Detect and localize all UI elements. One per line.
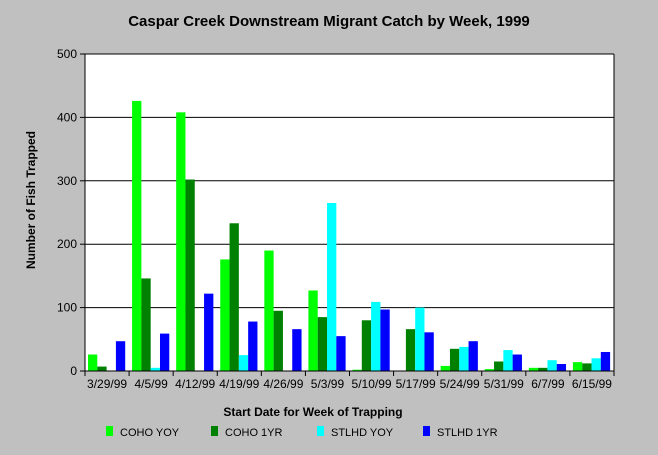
bar <box>229 223 239 371</box>
bar <box>538 367 548 371</box>
y-axis-title: Number of Fish Trapped <box>24 131 38 269</box>
legend: COHO YOY COHO 1YR STLHD YOY STLHD 1YR <box>106 426 498 439</box>
bar <box>185 179 195 371</box>
x-tick-label: 5/3/99 <box>311 377 345 391</box>
x-tick-label: 5/31/99 <box>484 377 524 391</box>
plot-area: 0 100 200 300 400 500 3/29/99 4/5/99 4/12/99 4/19… <box>57 47 615 391</box>
y-tick-label: 200 <box>57 237 77 251</box>
chart-title: Caspar Creek Downstream Migrant Catch by… <box>128 13 530 30</box>
bar <box>591 358 601 371</box>
bar <box>449 348 460 371</box>
bar <box>361 320 372 371</box>
y-tick-label: 300 <box>57 174 77 188</box>
bar <box>132 100 142 371</box>
legend-swatch <box>317 426 324 436</box>
bar <box>468 341 478 371</box>
x-tick-label: 6/7/99 <box>531 377 565 391</box>
x-tick-label: 4/5/99 <box>134 377 168 391</box>
bar <box>264 250 274 371</box>
bar <box>327 202 337 371</box>
bar <box>459 346 469 371</box>
x-tick-label: 6/15/99 <box>572 377 612 391</box>
bar <box>371 301 381 371</box>
x-tick-label: 5/24/99 <box>440 377 480 391</box>
bar <box>273 310 283 371</box>
x-tick-label: 4/12/99 <box>175 377 215 391</box>
x-tick-label: 5/17/99 <box>396 377 436 391</box>
bar <box>204 293 214 371</box>
bar <box>292 329 302 371</box>
legend-label: COHO YOY <box>120 427 180 439</box>
plot-background <box>85 54 614 371</box>
bar <box>380 309 390 371</box>
x-tick-label: 4/26/99 <box>263 377 303 391</box>
bar <box>484 369 495 371</box>
legend-label: COHO 1YR <box>225 427 283 439</box>
bar <box>494 361 504 371</box>
x-tick-label: 4/19/99 <box>219 377 259 391</box>
y-tick-label: 400 <box>57 110 77 124</box>
bar <box>582 363 592 371</box>
bar <box>88 354 98 371</box>
bar <box>424 332 434 371</box>
legend-swatch <box>211 426 218 436</box>
legend-label: STLHD YOY <box>331 427 394 439</box>
bar <box>115 341 126 371</box>
bar <box>600 351 611 371</box>
bar <box>97 366 107 371</box>
bar <box>547 360 557 371</box>
y-tick-label: 100 <box>57 301 77 315</box>
bar <box>512 354 522 371</box>
bar <box>220 259 230 371</box>
bar <box>150 367 160 371</box>
bar <box>317 317 328 371</box>
legend-label: STLHD 1YR <box>437 427 498 439</box>
bar <box>159 333 170 371</box>
bar <box>248 321 258 371</box>
bar <box>141 278 151 371</box>
legend-swatch <box>423 426 430 436</box>
y-tick-label: 500 <box>57 47 77 61</box>
bar <box>503 350 513 371</box>
bar <box>308 290 318 371</box>
x-axis-title: Start Date for Week of Trapping <box>223 405 402 419</box>
bar <box>572 362 583 371</box>
bar <box>440 365 450 371</box>
legend-swatch <box>106 426 113 436</box>
x-tick-label: 3/29/99 <box>87 377 127 391</box>
bar <box>352 369 362 371</box>
x-tick-label: 5/10/99 <box>352 377 392 391</box>
bar <box>556 364 567 371</box>
bar <box>336 336 346 371</box>
bar <box>405 329 416 371</box>
bar <box>528 367 539 371</box>
bar <box>176 112 186 371</box>
bar <box>238 355 249 371</box>
bar <box>415 307 425 371</box>
y-tick-label: 0 <box>70 364 77 378</box>
